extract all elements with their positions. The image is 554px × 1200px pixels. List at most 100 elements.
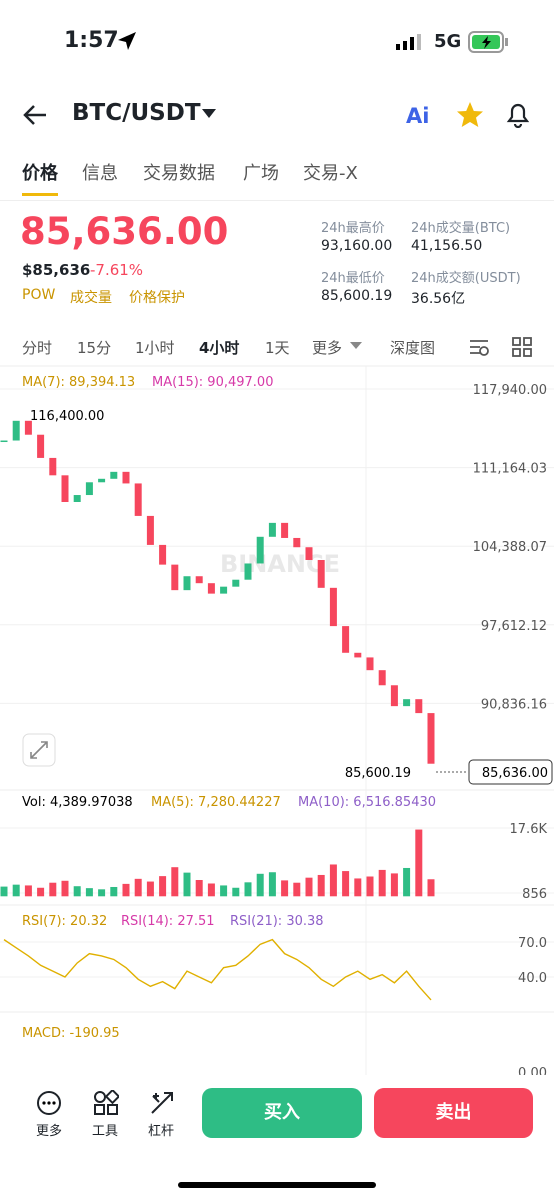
current-label: 85,636.00 bbox=[482, 766, 548, 781]
candle bbox=[122, 471, 130, 484]
tag[interactable]: POW bbox=[22, 287, 56, 303]
candle bbox=[256, 536, 264, 564]
interval[interactable]: 15分 bbox=[77, 339, 112, 357]
more-icon[interactable] bbox=[36, 1090, 62, 1116]
volume-bar bbox=[293, 882, 301, 897]
candle bbox=[403, 699, 411, 707]
candle bbox=[171, 564, 179, 591]
volume-bar bbox=[317, 874, 325, 897]
low-label: 85,600.19 bbox=[345, 766, 411, 781]
y-tick-label: 70.0 bbox=[518, 936, 547, 951]
stat-label: 24h成交量(BTC) bbox=[411, 221, 511, 236]
sell-button[interactable]: 卖出 bbox=[374, 1088, 533, 1138]
stat-label: 24h最高价 bbox=[321, 221, 385, 236]
stat-value: 93,160.00 bbox=[321, 238, 393, 254]
interval[interactable]: 4小时 bbox=[199, 339, 240, 357]
ai-button[interactable]: Ai bbox=[406, 104, 430, 128]
high-label: 116,400.00 bbox=[30, 409, 104, 424]
rsi-label: RSI(7): 20.32 bbox=[22, 914, 107, 929]
chart-area: 117,940.00 111,164.03 104,388.07 97,612.12 9… bbox=[0, 365, 554, 1075]
candle bbox=[110, 471, 118, 479]
candle bbox=[183, 576, 191, 591]
volume-bar bbox=[195, 880, 203, 897]
y-tick-label: 104,388.07 bbox=[473, 540, 547, 555]
layout-icon[interactable] bbox=[511, 336, 533, 358]
tab[interactable]: 广场 bbox=[243, 163, 279, 184]
location-icon bbox=[118, 32, 136, 50]
candle bbox=[268, 522, 276, 537]
candle bbox=[207, 583, 215, 594]
volume-bar bbox=[61, 880, 69, 897]
status-time: 1:57 bbox=[64, 28, 119, 53]
candle bbox=[12, 420, 20, 441]
stat-value: 85,600.19 bbox=[321, 288, 393, 304]
usd-price: $85,636 bbox=[22, 261, 91, 279]
volume-bar bbox=[305, 877, 313, 897]
candle bbox=[378, 670, 386, 686]
candle bbox=[317, 559, 325, 588]
interval[interactable]: 1小时 bbox=[135, 339, 175, 357]
volume-bar bbox=[0, 886, 8, 897]
y-tick-label: 40.0 bbox=[518, 971, 547, 986]
tools-icon[interactable] bbox=[93, 1090, 119, 1116]
volume-bar bbox=[342, 871, 350, 897]
tag[interactable]: 成交量 bbox=[70, 290, 112, 306]
tab[interactable]: 价格 bbox=[22, 163, 58, 184]
pair-title[interactable]: BTC/USDT bbox=[72, 100, 201, 126]
candle bbox=[305, 547, 313, 560]
interval[interactable]: 1天 bbox=[265, 339, 290, 357]
network: 5G bbox=[434, 31, 462, 52]
candle bbox=[281, 522, 289, 538]
leverage-icon[interactable] bbox=[149, 1090, 175, 1116]
buy-button[interactable]: 买入 bbox=[202, 1088, 362, 1138]
tab[interactable]: 交易数据 bbox=[143, 163, 215, 184]
candle bbox=[134, 483, 142, 516]
rsi-label: RSI(21): 30.38 bbox=[230, 914, 324, 929]
stat-value: 36.56亿 bbox=[411, 291, 466, 307]
tab[interactable]: 交易-X bbox=[303, 163, 358, 184]
candle bbox=[37, 434, 45, 458]
ma-label: MA(7): 89,394.13 bbox=[22, 375, 135, 390]
tab[interactable]: 信息 bbox=[82, 163, 118, 184]
candle bbox=[293, 537, 301, 548]
volume-bar bbox=[85, 888, 93, 897]
volume-bar bbox=[378, 869, 386, 897]
volume-bar bbox=[415, 829, 423, 897]
tool-label[interactable]: 杠杆 bbox=[148, 1124, 175, 1139]
volume-bar bbox=[220, 885, 228, 897]
tool-label[interactable]: 更多 bbox=[36, 1124, 63, 1139]
volume-bar bbox=[122, 883, 130, 897]
indicator-icon[interactable] bbox=[468, 336, 490, 358]
volume-bar bbox=[244, 882, 252, 897]
candle bbox=[0, 440, 8, 443]
tab-indicator bbox=[22, 193, 58, 196]
pair-caret[interactable] bbox=[202, 109, 216, 119]
signal-icon bbox=[396, 34, 421, 50]
volume-bar bbox=[256, 873, 264, 897]
bell-icon[interactable] bbox=[505, 100, 531, 128]
favorite-star[interactable] bbox=[456, 101, 484, 129]
volume-bar bbox=[171, 867, 179, 897]
y-tick-label: 90,836.16 bbox=[481, 697, 547, 712]
volume-bar bbox=[268, 872, 276, 897]
volume-bar bbox=[24, 885, 32, 897]
volume-bar bbox=[403, 867, 411, 897]
interval[interactable]: 深度图 bbox=[390, 339, 435, 357]
y-tick-label: 856 bbox=[522, 887, 547, 902]
more-caret bbox=[350, 342, 362, 349]
interval[interactable]: 分时 bbox=[22, 339, 53, 357]
candle bbox=[427, 713, 435, 764]
interval[interactable]: 更多 bbox=[312, 339, 343, 357]
tag[interactable]: 价格保护 bbox=[129, 290, 185, 306]
candle bbox=[342, 626, 350, 653]
back-button[interactable] bbox=[22, 102, 48, 128]
volume-bar bbox=[232, 887, 240, 897]
stat-value: 41,156.50 bbox=[411, 238, 483, 254]
tool-label[interactable]: 工具 bbox=[92, 1124, 119, 1139]
candle bbox=[195, 576, 203, 584]
candle bbox=[415, 699, 423, 714]
volume-bar bbox=[183, 872, 191, 897]
rsi-label: RSI(14): 27.51 bbox=[121, 914, 215, 929]
volume-bar bbox=[329, 864, 337, 897]
